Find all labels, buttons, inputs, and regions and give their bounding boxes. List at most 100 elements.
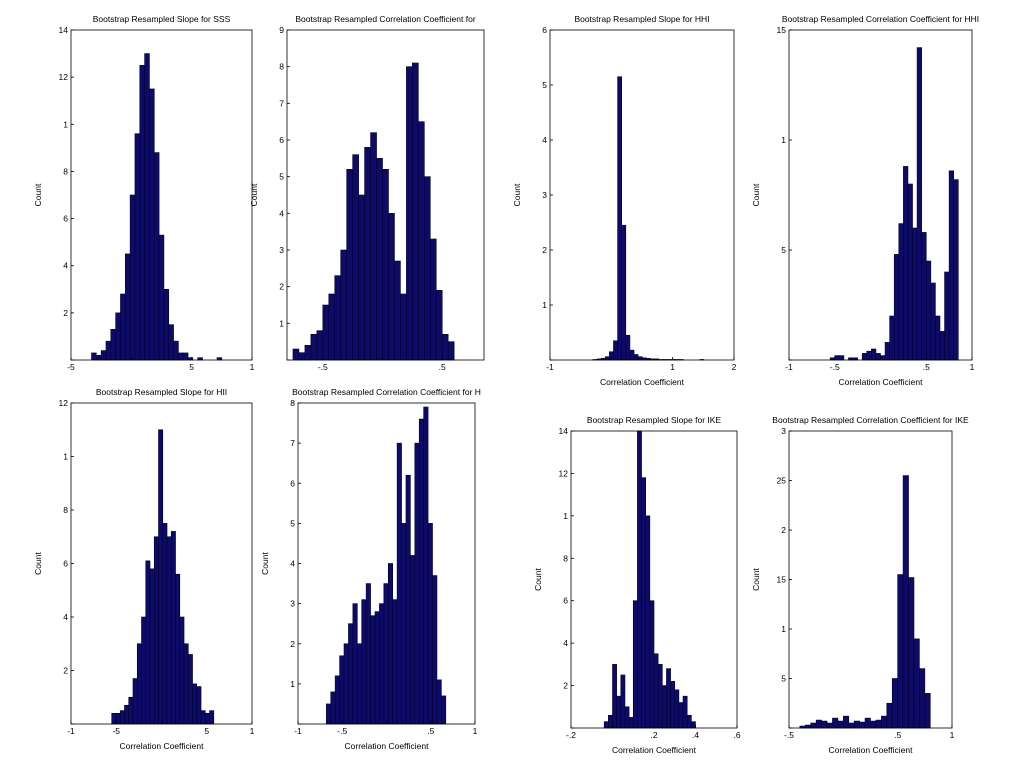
chart-2-bar [435,290,443,361]
chart-1-ytick-label: 1 [63,119,68,129]
chart-2-ytick-label: 6 [279,135,284,145]
chart-8-bar [832,717,839,729]
chart-2-bar [298,352,306,361]
chart-3-bar [625,334,631,361]
chart-8-bar [864,717,871,729]
chart-6-ytick-label: 6 [290,478,295,488]
chart-5-ytick-label: 1 [63,452,68,462]
chart-3-xtick-label: 2 [732,362,737,372]
chart-7-ytick-label: 6 [563,596,568,606]
chart-5-bar [119,710,125,725]
chart-4-ytick-label: 1 [781,135,786,145]
chart-1-ytick-label: 12 [59,72,69,82]
chart-8-ytick-label: 3 [781,426,786,436]
chart-2-ytick-label: 5 [279,172,284,182]
chart-2-bar [370,132,377,361]
chart-8-bar [902,475,909,729]
chart-5-xtick-label: 5 [204,726,209,736]
chart-5-ytick-label: 2 [63,666,68,676]
chart-7-ytick-label: 1 [563,511,568,521]
chart-2-bar [406,66,413,361]
chart-6-bar [326,703,332,725]
chart-2-ytick-label: 9 [279,25,284,35]
chart-1-bar [144,53,150,361]
chart-1-bar [158,234,165,361]
chart-7-bar [632,600,638,729]
chart-5-bar [158,429,164,725]
chart-5-xtick-label: 1 [250,726,255,736]
chart-3-bar [637,356,643,361]
chart-8-ylabel: Count [751,568,761,591]
chart-7-bar [691,721,696,729]
chart-4-bar [893,254,900,361]
chart-3-ytick-label: 1 [542,300,547,310]
chart-5-bar [175,573,181,725]
chart-3-bar [604,356,610,361]
chart-7-bar [612,664,617,729]
chart-8-bar [843,715,850,729]
chart-4-ytick-label: 15 [777,25,787,35]
chart-8-bar [810,722,817,729]
chart-8-bar [848,722,855,729]
chart-8-ytick-label: 5 [781,674,786,684]
chart-2-bar [340,249,347,361]
chart-4-bar [921,232,927,361]
chart-7-title: Bootstrap Resampled Slope for IKE [587,415,722,425]
chart-8-bar [881,715,888,729]
chart-6-bar [396,442,402,725]
chart-2-xtick-label: -.5 [318,362,328,372]
chart-6-bar [352,603,358,725]
chart-6-bar [405,474,411,725]
chart-6-bar [365,583,371,725]
chart-5-xtick-label: -1 [67,726,75,736]
chart-6-bar [441,695,447,725]
chart-7-xtick-label: -.2 [566,730,576,740]
chart-7-ylabel: Count [533,568,543,591]
chart-5-bar [136,643,142,725]
chart-7-ytick-label: 8 [563,553,568,563]
chart-4-xtick-label: -.5 [830,362,840,372]
chart-8-bar [859,721,866,729]
chart-1-bar [182,352,189,361]
chart-7-bar [603,721,609,729]
chart-5-bar [166,536,172,725]
chart-4-bar [834,355,840,361]
chart-3-ylabel: Count [512,183,522,206]
chart-6-bar [392,599,398,725]
chart-8-ytick-label: 15 [777,575,787,585]
chart-5-bar [132,678,138,725]
chart-8-ytick-label: 1 [781,624,786,634]
chart-2-axes [286,29,485,361]
chart-1-xtick-label: -5 [67,362,75,372]
chart-3-xtick-label: 1 [670,362,675,372]
chart-4-title: Bootstrap Resampled Correlation Coeffici… [782,14,979,24]
chart-1-bar [134,133,141,361]
chart-4-bar [925,260,932,361]
chart-7-ytick-label: 4 [563,638,568,648]
chart-1-bar [149,88,155,361]
chart-5-bar [196,686,202,725]
chart-4-xlabel: Correlation Coefficient [839,377,924,387]
chart-5-bar [162,523,168,725]
chart-8-bar [853,720,860,729]
chart-3-ytick-label: 5 [542,80,547,90]
chart-6-bar [383,583,389,725]
chart-2-bar [364,147,371,361]
chart-2-ylabel: Count [249,183,259,206]
chart-3-bar [633,354,639,361]
chart-1-bar [168,324,174,361]
chart-6-xtick-label: .5 [427,726,434,736]
chart-1-bar [129,194,136,361]
chart-7-xtick-label: .6 [733,730,740,740]
chart-7-xtick-label: .2 [650,730,657,740]
chart-4-bar [866,350,872,361]
chart-6-bar [339,655,345,725]
chart-5-bar [153,536,159,725]
chart-3-bar [629,349,635,361]
chart-8-bar [870,720,877,729]
chart-8-bar [891,678,898,729]
chart-6-ytick-label: 3 [290,599,295,609]
chart-6-title: Bootstrap Resampled Correlation Coeffici… [292,387,481,397]
chart-6-bar [427,523,433,725]
